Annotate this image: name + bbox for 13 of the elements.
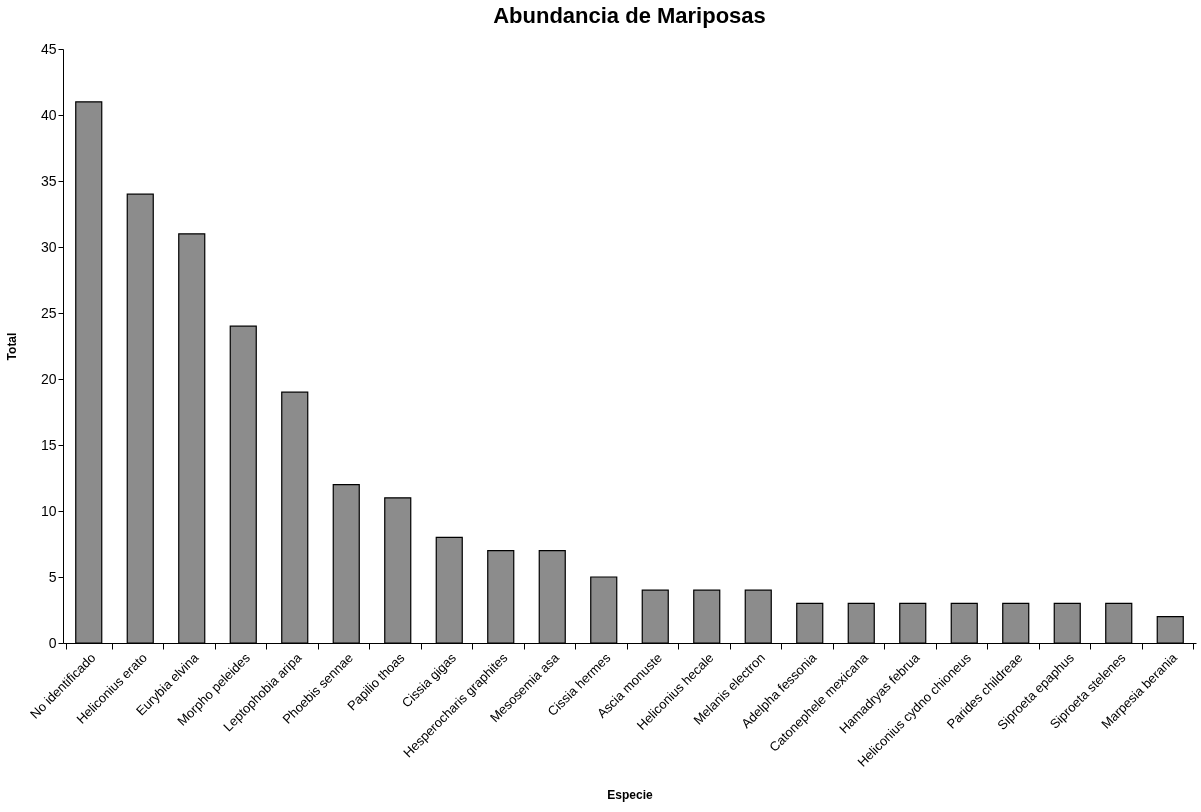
x-axis-title: Especie: [607, 787, 653, 802]
y-tick-label: 25: [40, 304, 57, 321]
y-tick-label: 10: [40, 502, 57, 519]
y-tick-label: 15: [40, 436, 57, 453]
y-tick-label: 20: [40, 370, 57, 387]
chart-title: Abundancia de Mariposas: [493, 3, 766, 28]
y-tick-label: 35: [40, 172, 57, 189]
y-tick-label: 5: [48, 568, 57, 585]
y-axis-title: Total: [4, 332, 19, 361]
y-tick-label: 0: [48, 634, 57, 651]
y-tick-label: 40: [40, 106, 57, 123]
y-tick-label: 45: [40, 40, 57, 57]
y-tick-label: 30: [40, 238, 57, 255]
